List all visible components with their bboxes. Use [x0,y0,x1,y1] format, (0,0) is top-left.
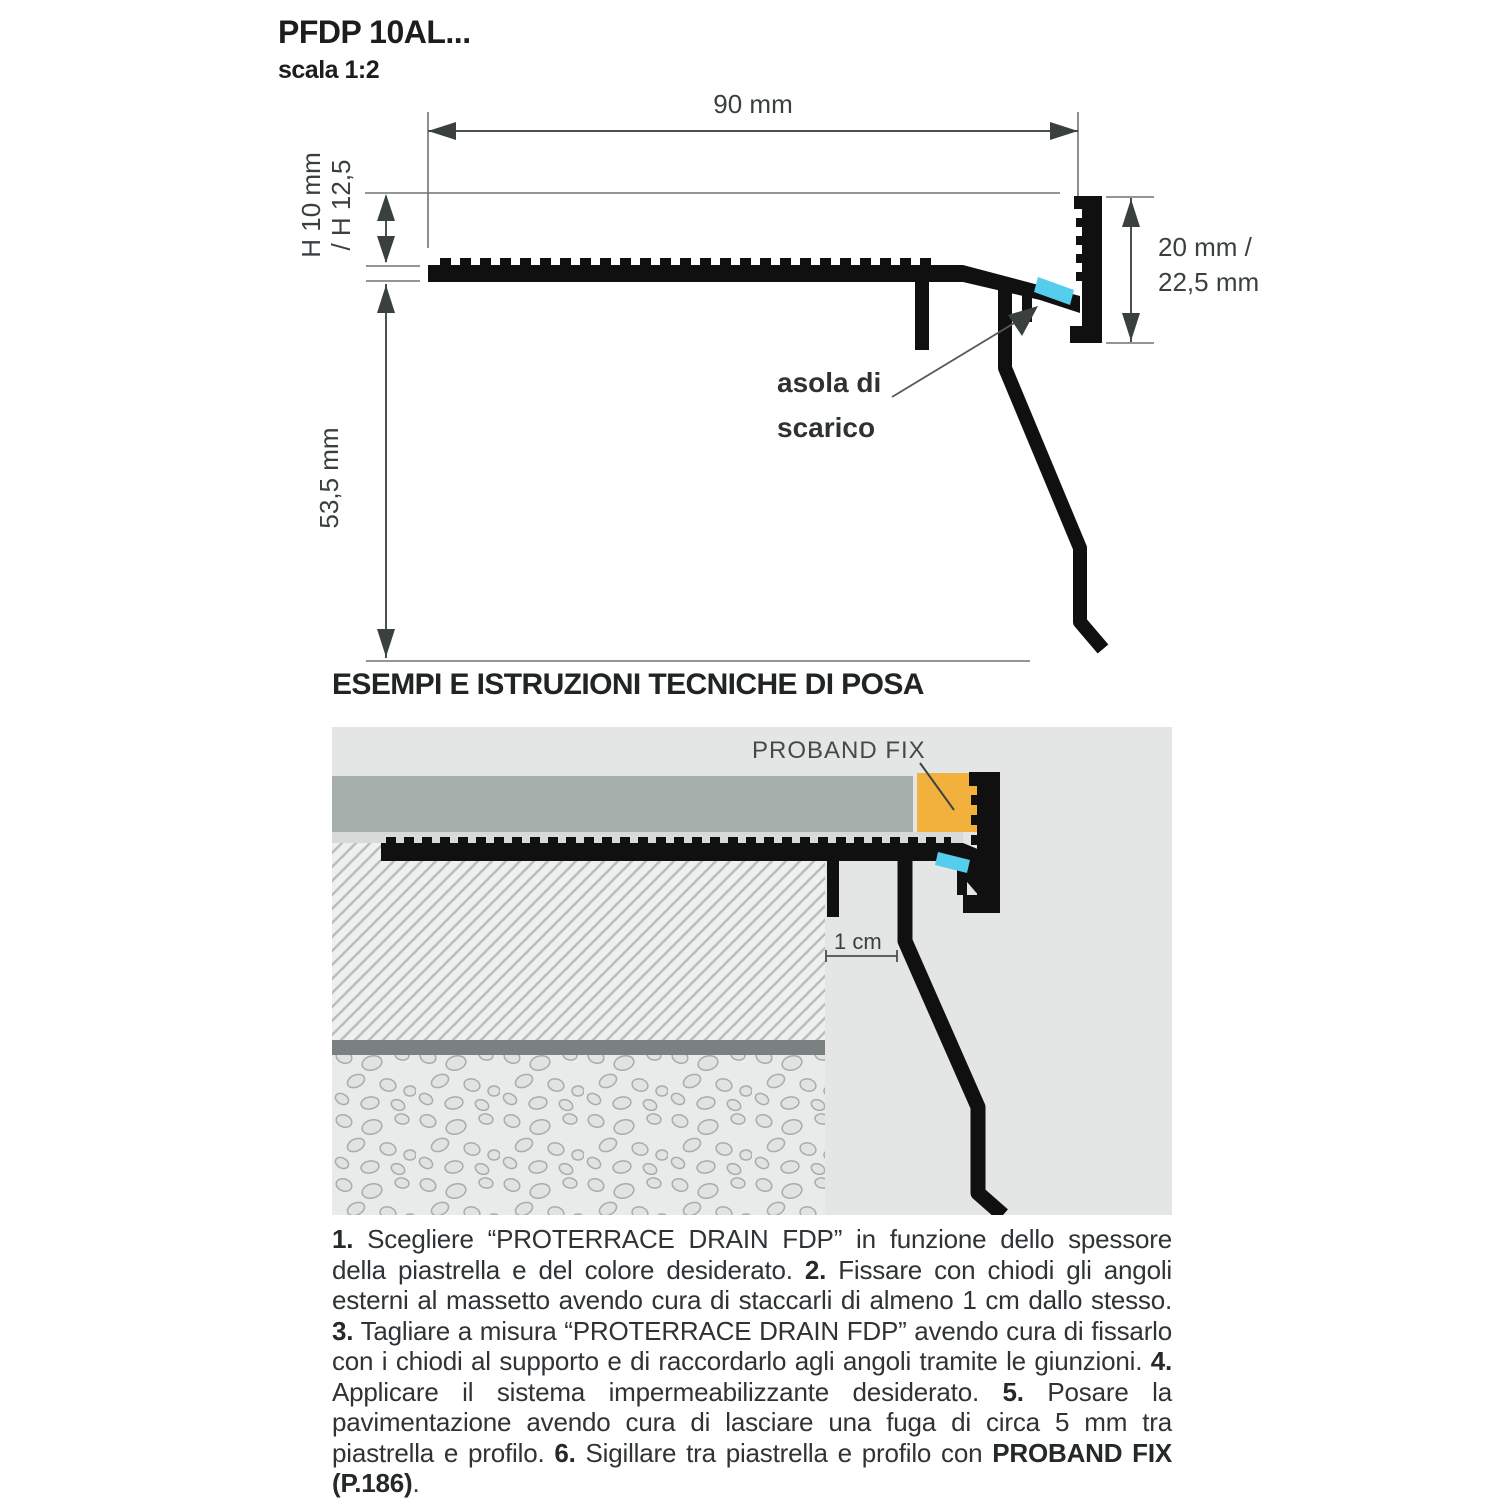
gap-dimension [825,950,898,962]
section-header: ESEMPI E ISTRUZIONI TECNICHE DI POSA [332,668,924,701]
dim-height-left-label-2: / H 12,5 [326,159,356,250]
callout-arrowhead [1008,306,1038,336]
drip-leg [897,861,1008,1215]
concrete-layer [332,1055,825,1215]
profile-hook [1022,291,1032,322]
upstand-top-lip [969,772,977,786]
reference-lines [365,112,1154,662]
installation-example: PROBAND FIX 1 cm [332,727,1172,1215]
dim-right-label-2: 22,5 mm [1158,267,1259,297]
wall-upstand [977,772,1000,913]
dim-width-label: 90 mm [713,89,792,119]
profile-ribs [433,258,938,265]
upstand-bottom-flange [963,895,977,913]
sealant-label: PROBAND FIX [752,737,926,764]
gap-label: 1 cm [834,929,882,954]
anchor-leg [915,282,929,350]
technical-drawing: 90 mm H 10 mm / H 12,5 53,5 mm 20 mm / 2… [296,89,1259,662]
upstand-bottom-flange [1070,326,1082,343]
dim-drop-label: 53,5 mm [314,427,344,528]
wall-upstand [1082,196,1102,343]
profile-sloped-end [963,265,1080,313]
membrane-layer [332,1040,825,1055]
sealant-block [917,773,977,832]
instruction-steps: 1. Scegliere “PROTERRACE DRAIN FDP” in f… [332,1224,1173,1498]
profile-installed [381,772,1000,917]
callout-leader-line [891,321,1017,398]
anchor-leg [827,861,839,917]
profile-ribs [385,837,951,843]
tile-layer [332,776,913,832]
drain-slot-callout-2: scarico [777,412,875,443]
dim-right-label-1: 20 mm / [1158,232,1253,262]
upstand-top-lip [1074,196,1082,209]
screed-layer-edge [332,843,381,861]
profile-base-plate [381,843,963,861]
dim-height-left-label-1: H 10 mm [296,152,326,257]
scale-label: scala 1:2 [278,56,380,84]
dimension-arrowheads [377,122,1140,657]
drain-slot [1034,277,1074,305]
screed-layer [332,861,825,1040]
page-title: PFDP 10AL... [278,14,471,50]
sealant-leader-line [919,762,955,811]
profile-hook [957,867,967,895]
drain-slot [935,852,970,873]
profile-base-plate [428,265,963,282]
drain-slot-callout-1: asola di [777,367,881,398]
profile-cross-section [428,196,1102,350]
drip-leg [998,282,1109,654]
